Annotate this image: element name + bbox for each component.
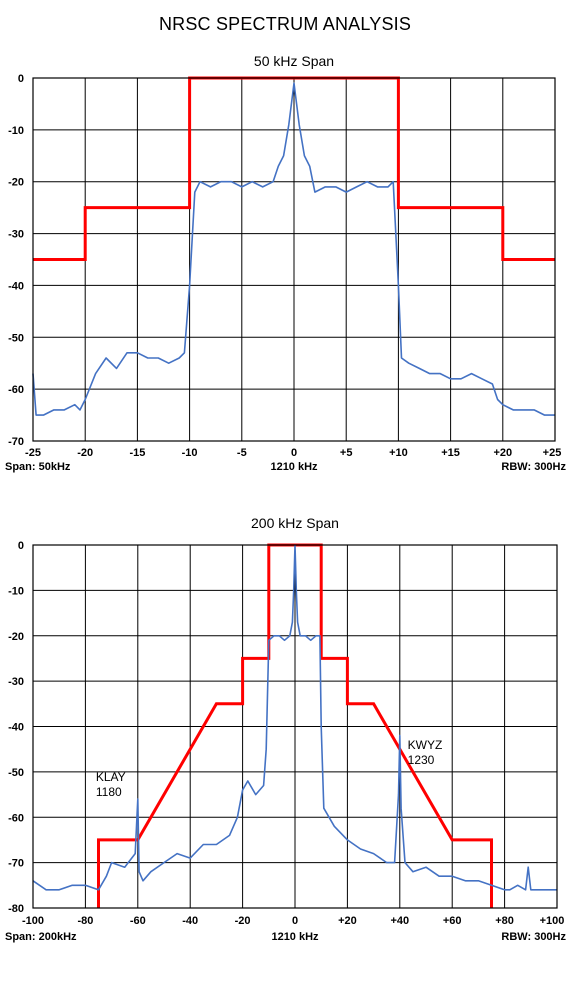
x-tick-label: +10	[389, 447, 408, 459]
station-annotation: 1230	[408, 753, 435, 767]
station-annotation: KWYZ	[408, 738, 443, 752]
x-tick-label: 0	[291, 447, 297, 459]
x-tick-label: -15	[129, 447, 145, 459]
span-label: Span: 50kHz	[5, 461, 71, 473]
page-title: NRSC SPECTRUM ANALYSIS	[158, 14, 412, 34]
plot-frame	[32, 544, 558, 909]
station-annotation: 1180	[96, 785, 122, 799]
station-annotation: KLAY	[96, 770, 126, 784]
spectrum-trace-line	[32, 544, 557, 891]
x-tick-label: -25	[25, 447, 41, 459]
plot-frame	[32, 77, 556, 442]
x-tick-label: +5	[340, 447, 353, 459]
y-tick-label: -20	[8, 631, 24, 643]
x-tick-label: +20	[338, 915, 357, 927]
x-tick-label: +80	[495, 915, 514, 927]
y-tick-label: -70	[8, 858, 24, 870]
x-tick-label: +40	[390, 915, 409, 927]
x-tick-label: -5	[237, 447, 247, 459]
y-tick-label: -40	[8, 722, 24, 734]
x-tick-label: -100	[22, 915, 44, 927]
y-tick-label: -40	[8, 280, 24, 292]
x-tick-label: +15	[441, 447, 460, 459]
y-tick-label: -50	[8, 767, 24, 779]
spectrum-chart-200khz: 200 kHz Span0-10-20-30-40-50-60-70-80-10…	[5, 515, 566, 943]
y-tick-label: -60	[8, 812, 24, 824]
y-tick-label: -10	[8, 125, 24, 137]
y-tick-label: -60	[8, 384, 24, 396]
x-tick-label: +100	[540, 915, 565, 927]
y-tick-label: -50	[8, 332, 24, 344]
x-tick-label: +20	[493, 447, 512, 459]
y-tick-label: -70	[8, 436, 24, 448]
x-tick-label: -60	[130, 915, 146, 927]
y-tick-label: 0	[18, 540, 24, 552]
x-tick-label: -20	[77, 447, 93, 459]
x-tick-label: +25	[543, 447, 562, 459]
y-tick-label: -10	[8, 585, 24, 597]
span-label: Span: 200kHz	[5, 931, 77, 943]
x-tick-label: -80	[77, 915, 93, 927]
y-tick-label: -30	[8, 676, 24, 688]
center-frequency-label: 1210 kHz	[270, 461, 318, 473]
spectrum-trace-line	[32, 82, 555, 416]
y-tick-label: 0	[18, 73, 24, 85]
y-tick-label: -20	[8, 177, 24, 189]
y-tick-label: -30	[8, 229, 24, 241]
chart-title: 200 kHz Span	[251, 515, 339, 531]
rbw-label: RBW: 300Hz	[501, 931, 566, 943]
x-tick-label: -10	[182, 447, 198, 459]
x-tick-label: -20	[235, 915, 251, 927]
x-tick-label: -40	[182, 915, 198, 927]
x-tick-label: 0	[292, 915, 298, 927]
y-tick-label: -80	[8, 903, 24, 915]
chart-title: 50 kHz Span	[254, 53, 334, 69]
rbw-label: RBW: 300Hz	[501, 461, 566, 473]
x-tick-label: +60	[443, 915, 462, 927]
center-frequency-label: 1210 kHz	[271, 931, 319, 943]
